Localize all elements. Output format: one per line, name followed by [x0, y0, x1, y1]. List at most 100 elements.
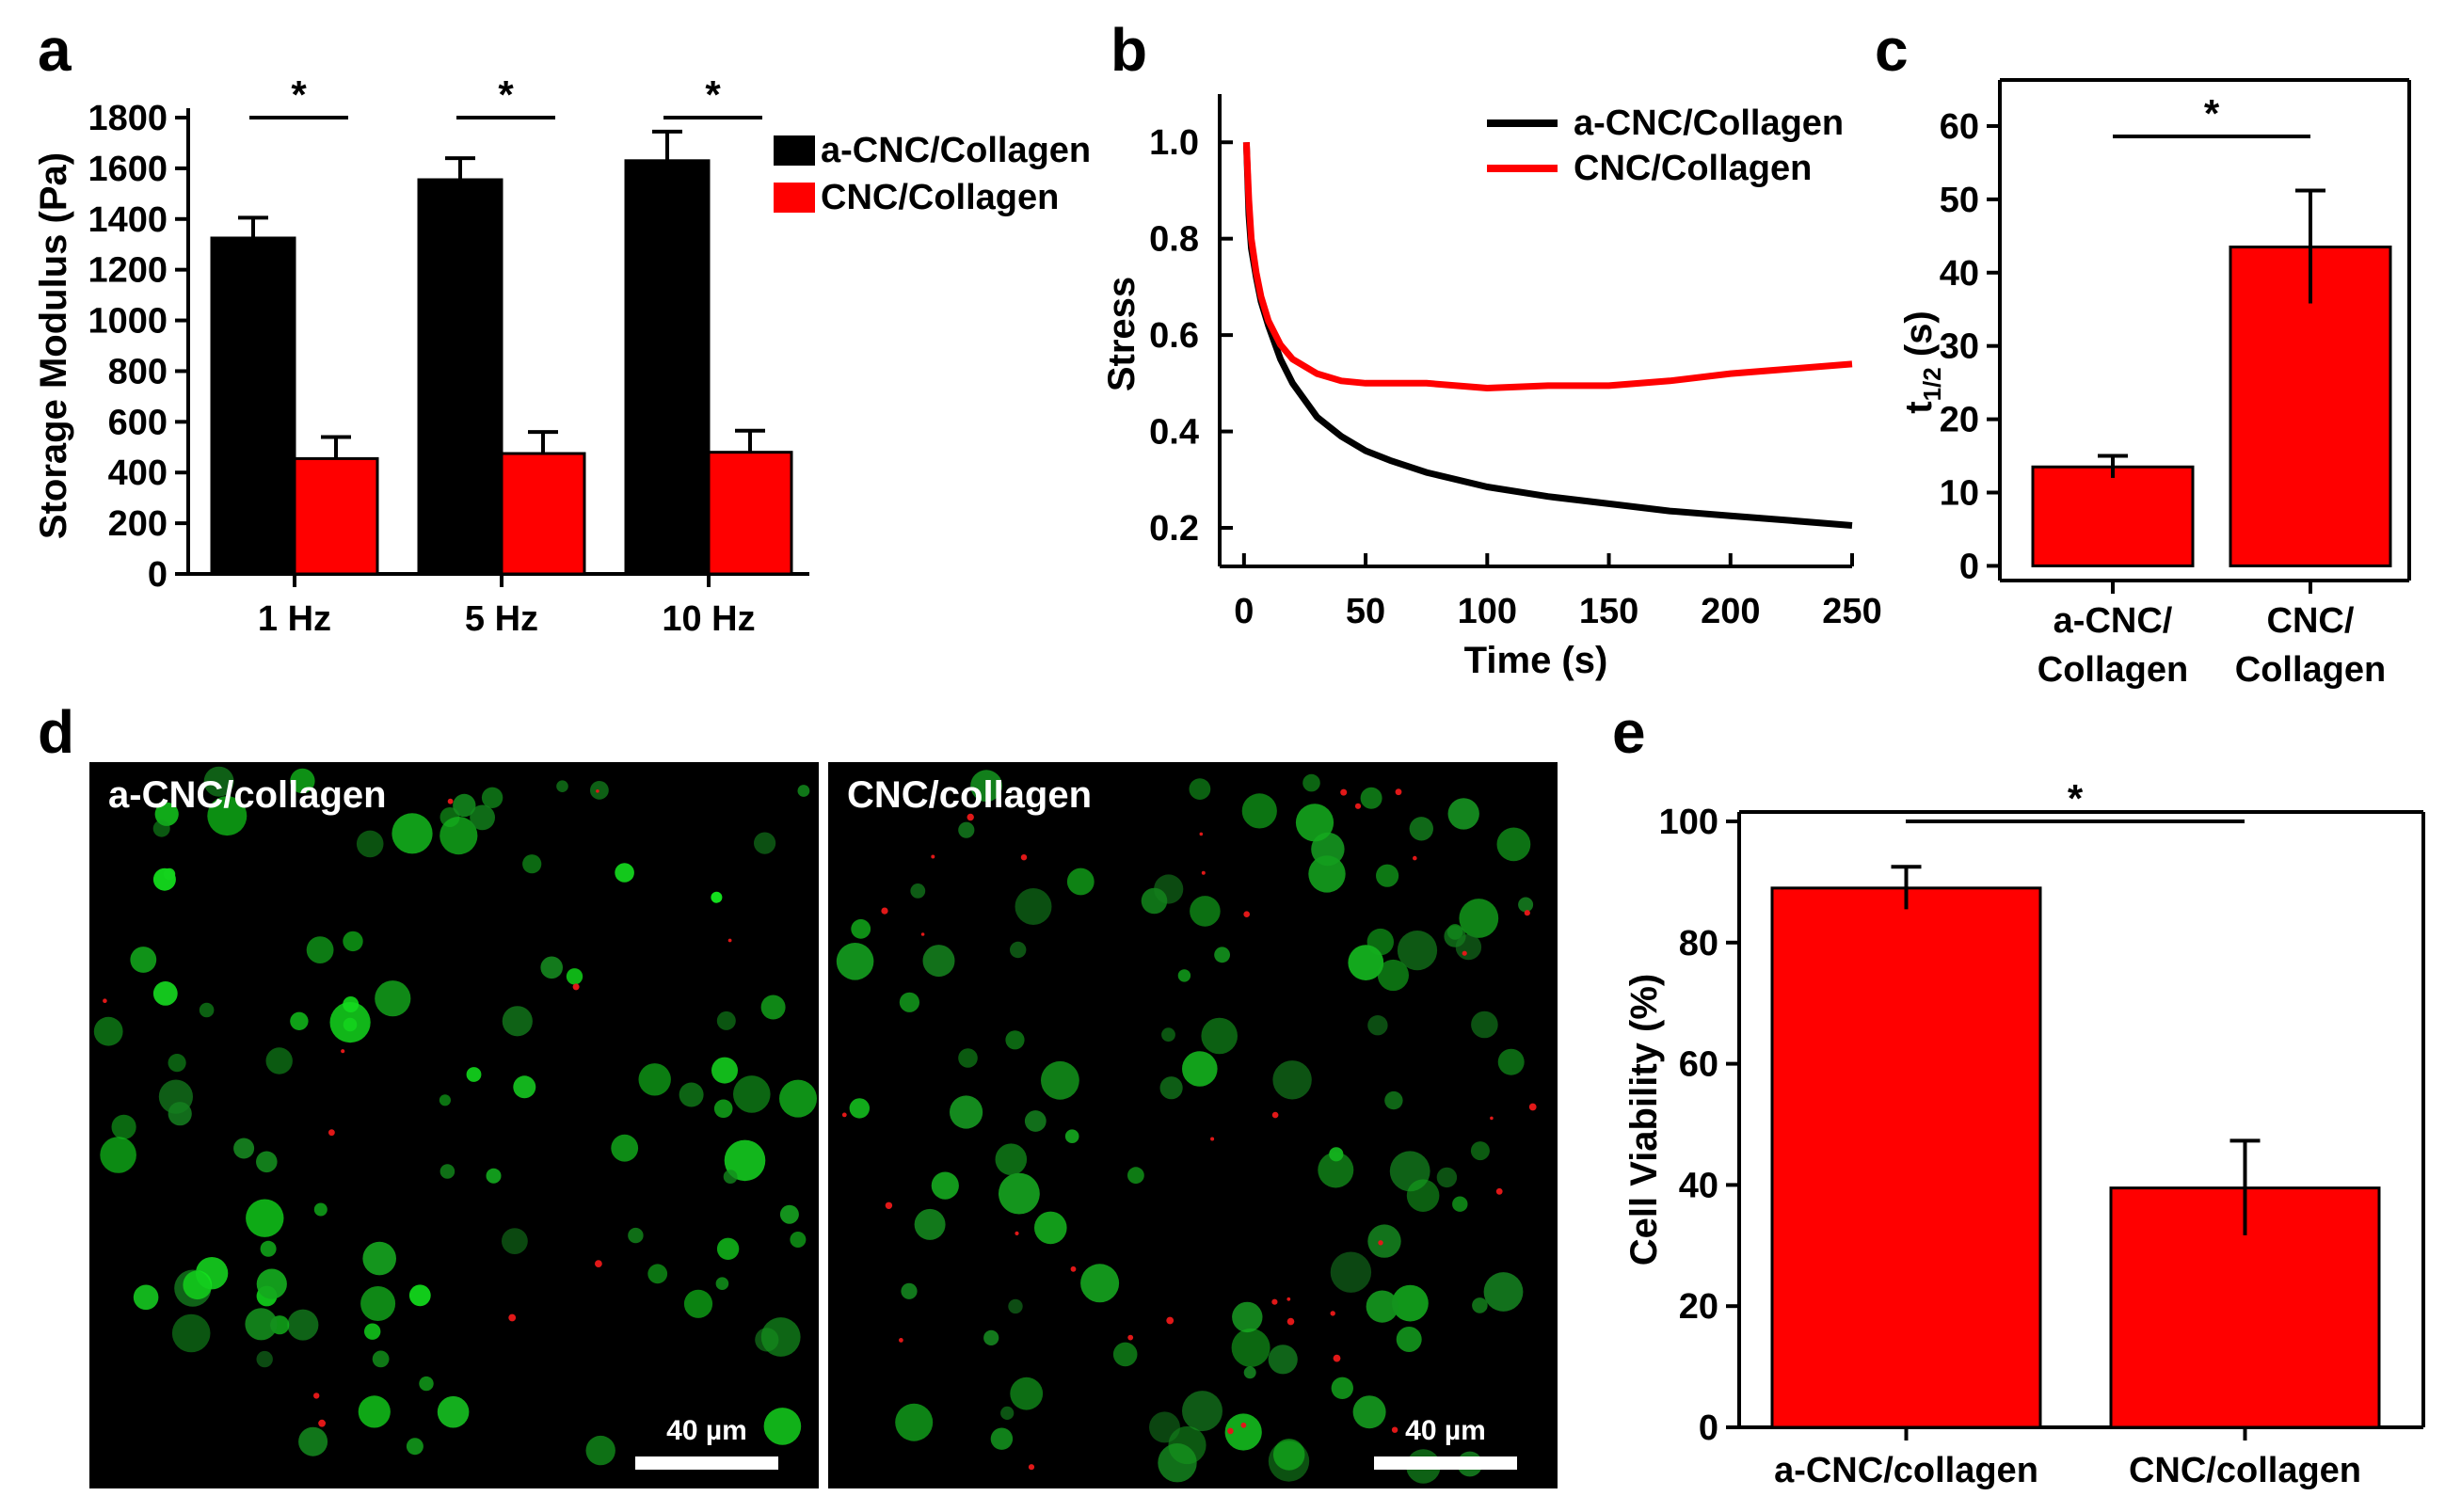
green-cell: [481, 787, 503, 808]
significance-star: *: [2204, 91, 2220, 135]
green-cell: [1352, 1395, 1386, 1429]
green-cell: [849, 1098, 870, 1119]
y-tick-label: 40: [1679, 1166, 1718, 1205]
green-cell: [590, 781, 609, 800]
green-cell: [1308, 855, 1346, 893]
green-cell: [392, 813, 433, 854]
y-tick-label: 80: [1679, 924, 1718, 963]
red-cell: [313, 1393, 320, 1399]
green-cell: [914, 1208, 946, 1240]
green-cell: [1452, 1196, 1468, 1212]
green-cell: [203, 766, 234, 797]
green-cell: [790, 1232, 807, 1248]
y-tick-label: 100: [1659, 803, 1718, 842]
bar-a-cnc-collagen-5-hz: [417, 178, 503, 576]
red-cell: [1166, 1316, 1175, 1325]
x-tick-label: CNC/: [2267, 601, 2355, 641]
x-tick-label: Collagen: [2235, 650, 2386, 690]
y-tick-label: 1400: [88, 200, 168, 240]
green-cell: [836, 943, 874, 980]
green-cell: [1396, 1327, 1422, 1352]
green-cell: [1182, 1391, 1222, 1432]
legend-label-a-cnc-collagen: a-CNC/Collagen: [821, 131, 1091, 170]
red-cell: [508, 1313, 517, 1322]
legend-label-cnc-collagen: CNC/Collagen: [821, 178, 1059, 217]
y-tick-label: 0: [148, 555, 168, 595]
green-cell: [1224, 1413, 1262, 1451]
y-axis-label: t1/2 (s): [1898, 310, 1946, 413]
y-tick-label: 800: [108, 352, 168, 391]
green-cell: [1008, 1298, 1023, 1314]
green-cell: [513, 1075, 536, 1099]
green-cell: [1190, 896, 1221, 927]
green-cell: [1384, 1090, 1403, 1110]
green-cell: [168, 1054, 186, 1073]
red-cell: [1199, 832, 1204, 836]
red-cell: [1240, 1422, 1247, 1428]
green-cell: [1154, 874, 1184, 904]
micrograph-right-label: CNC/collagen: [847, 774, 1092, 816]
green-cell: [716, 1011, 736, 1030]
red-cell: [1227, 1427, 1234, 1435]
red-cell: [727, 938, 732, 943]
green-cell: [723, 1170, 738, 1184]
green-cell: [1472, 1297, 1488, 1313]
red-cell: [572, 983, 580, 991]
bar-cnc-collagen-5-hz: [500, 452, 586, 576]
green-cell: [1189, 778, 1211, 800]
red-cell: [1271, 1298, 1278, 1305]
red-cell: [1330, 1311, 1335, 1316]
green-cell: [362, 1241, 397, 1276]
red-cell: [881, 907, 888, 915]
green-cell: [265, 1047, 293, 1074]
green-cell: [901, 1282, 918, 1299]
y-axis-label: Stress: [1101, 277, 1143, 391]
x-tick-label: 150: [1579, 592, 1638, 631]
cell-dots: [93, 766, 1537, 1484]
x-tick-label: 0: [1234, 592, 1254, 631]
green-cell: [647, 1264, 668, 1284]
y-tick-label: 0.4: [1149, 413, 1199, 453]
green-cell: [245, 1308, 278, 1341]
green-cell: [899, 992, 920, 1012]
x-tick-label: 10 Hz: [662, 599, 755, 639]
y-tick-label: 40: [1940, 254, 1979, 294]
bar-a-cnc-collagen: [1770, 886, 2042, 1429]
green-cell: [1272, 1060, 1312, 1100]
green-cell: [372, 1350, 390, 1368]
green-cell: [453, 793, 476, 818]
green-cell: [733, 1075, 771, 1113]
y-axis-label: Cell Viability (%): [1623, 974, 1665, 1265]
green-cell: [760, 995, 786, 1020]
y-tick-label: 1800: [88, 99, 168, 138]
red-cell: [328, 1129, 335, 1137]
green-cell: [1447, 798, 1479, 830]
green-cell: [1406, 1179, 1440, 1212]
scale-bar-left: [635, 1456, 778, 1470]
green-cell: [133, 1284, 159, 1311]
green-cell: [290, 768, 315, 794]
green-cell: [1496, 827, 1531, 862]
y-tick-label: 20: [1679, 1287, 1718, 1327]
red-cell: [595, 1260, 602, 1267]
red-cell: [1354, 803, 1362, 809]
green-cell: [1483, 1272, 1524, 1312]
series-line-cnc-collagen: [1242, 142, 1853, 391]
red-cell: [1015, 1231, 1019, 1235]
green-cell: [556, 780, 568, 792]
legend-label-cnc-collagen: CNC/Collagen: [1574, 149, 1812, 188]
x-tick-label: Collagen: [2038, 650, 2188, 690]
green-cell: [983, 1329, 999, 1345]
green-cell: [760, 1317, 801, 1357]
x-tick-label: 1 Hz: [258, 599, 331, 639]
green-cell: [851, 918, 871, 939]
legend-swatch-a-cnc-collagen: [774, 135, 815, 166]
green-cell: [1064, 1129, 1079, 1143]
green-cell: [256, 1151, 278, 1173]
green-cell: [313, 1202, 328, 1217]
micrograph-left-label: a-CNC/collagen: [108, 774, 387, 816]
green-cell: [566, 968, 583, 985]
green-cell: [970, 770, 1002, 803]
y-tick-label: 0.6: [1149, 316, 1199, 356]
legend-label-a-cnc-collagen: a-CNC/Collagen: [1574, 103, 1844, 143]
